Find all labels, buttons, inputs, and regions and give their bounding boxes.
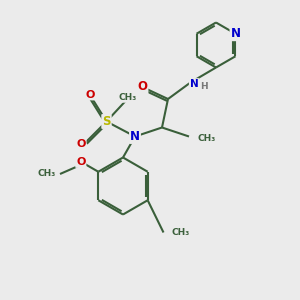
Text: CH₃: CH₃ bbox=[198, 134, 216, 143]
Text: O: O bbox=[76, 157, 86, 167]
Text: CH₃: CH₃ bbox=[171, 228, 189, 237]
Text: N: N bbox=[230, 27, 241, 40]
Text: O: O bbox=[76, 139, 86, 149]
Text: S: S bbox=[102, 115, 111, 128]
Text: O: O bbox=[85, 89, 95, 100]
Text: H: H bbox=[200, 82, 208, 91]
Text: N: N bbox=[190, 79, 199, 89]
Text: O: O bbox=[137, 80, 148, 94]
Text: CH₃: CH₃ bbox=[37, 169, 56, 178]
Text: CH₃: CH₃ bbox=[118, 93, 136, 102]
Text: N: N bbox=[130, 130, 140, 143]
